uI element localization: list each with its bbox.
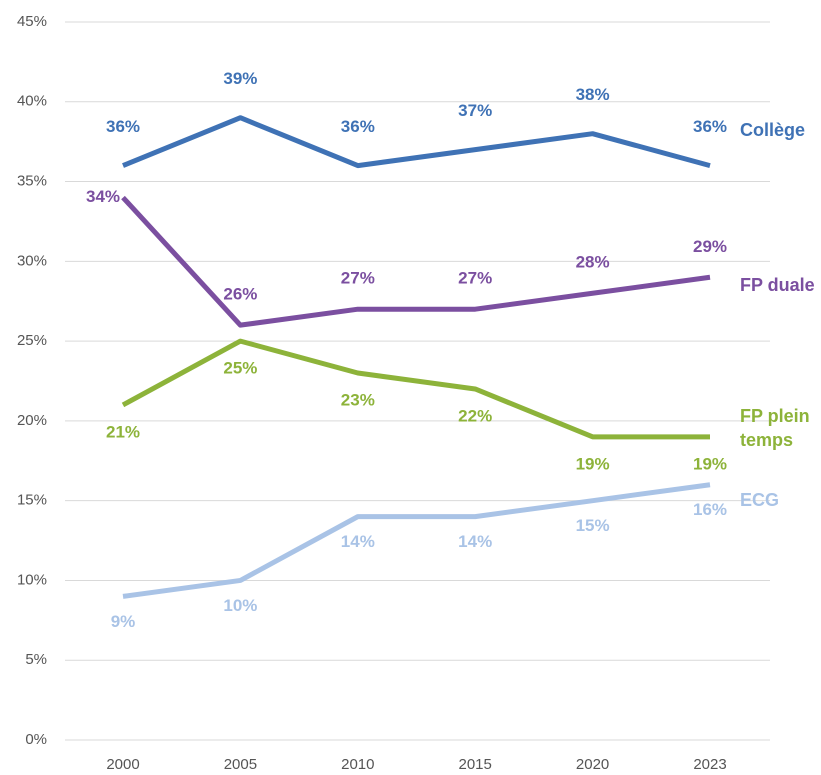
legend-label: FP duale (740, 275, 815, 296)
data-label: 23% (341, 391, 375, 410)
x-tick-label: 2005 (224, 756, 257, 773)
y-tick-label: 0% (25, 731, 47, 748)
data-label: 26% (223, 285, 257, 304)
data-label: 27% (458, 269, 492, 288)
data-label: 27% (341, 269, 375, 288)
data-label: 22% (458, 406, 492, 425)
data-label: 21% (106, 422, 140, 441)
legend-label: Collège (740, 119, 806, 140)
y-tick-label: 45% (17, 13, 47, 30)
x-tick-label: 2000 (106, 756, 139, 773)
data-label: 28% (576, 253, 610, 272)
data-label: 9% (111, 612, 136, 631)
data-label: 38% (576, 85, 610, 104)
data-label: 36% (106, 117, 140, 136)
data-label: 34% (86, 187, 120, 206)
y-tick-label: 40% (17, 93, 47, 110)
data-label: 36% (341, 117, 375, 136)
y-tick-label: 15% (17, 492, 47, 509)
line (121, 338, 710, 440)
line (122, 115, 711, 169)
data-label: 16% (693, 500, 727, 519)
data-label: 14% (458, 532, 492, 551)
x-tick-label: 2015 (459, 756, 492, 773)
data-label: 39% (223, 69, 257, 88)
data-label: 10% (223, 596, 257, 615)
data-label: 14% (341, 532, 375, 551)
data-label: 36% (693, 117, 727, 136)
x-tick-label: 2023 (693, 756, 726, 773)
legend-label: FP plein temps (740, 405, 810, 450)
data-label: 25% (223, 359, 257, 378)
data-label: 15% (576, 516, 610, 535)
y-tick-label: 35% (17, 173, 47, 190)
x-tick-label: 2020 (576, 756, 609, 773)
y-tick-label: 5% (25, 651, 47, 668)
data-label: 29% (693, 237, 727, 256)
x-tick-label: 2010 (341, 756, 374, 773)
y-tick-label: 10% (17, 571, 47, 588)
y-tick-label: 25% (17, 332, 47, 349)
legend-label: ECG (740, 489, 780, 510)
line (121, 195, 711, 328)
y-tick-label: 30% (17, 252, 47, 269)
data-label: 37% (458, 101, 492, 120)
line (122, 482, 711, 599)
data-label: 19% (576, 454, 610, 473)
data-label: 19% (693, 454, 727, 473)
y-tick-label: 20% (17, 412, 47, 429)
